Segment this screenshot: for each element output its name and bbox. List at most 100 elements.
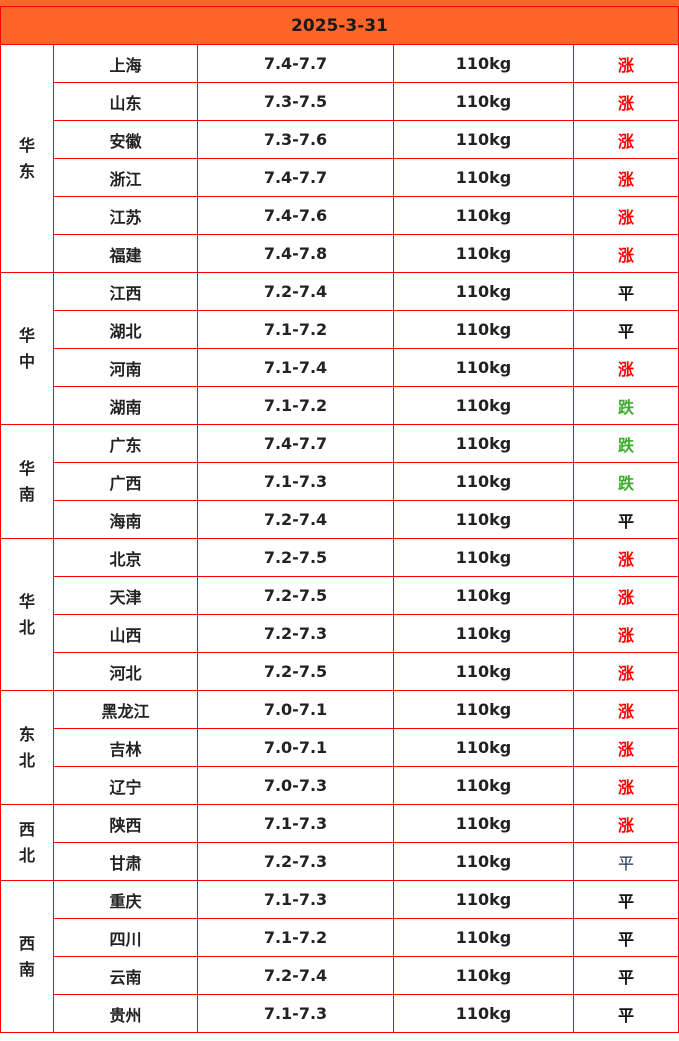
weight-cell: 110kg bbox=[393, 158, 574, 197]
price-cell: 7.2-7.3 bbox=[197, 614, 394, 653]
weight-cell: 110kg bbox=[393, 120, 574, 159]
province-cell: 安徽 bbox=[53, 120, 198, 159]
table-row: 云南 7.2-7.4 110kg 平 bbox=[1, 956, 679, 995]
price-cell: 7.1-7.4 bbox=[197, 348, 394, 387]
price-cell: 7.4-7.8 bbox=[197, 234, 394, 273]
trend-cell: 平 bbox=[572, 500, 679, 539]
price-cell: 7.1-7.3 bbox=[197, 804, 394, 843]
weight-cell: 110kg bbox=[393, 424, 574, 463]
price-cell: 7.2-7.5 bbox=[197, 538, 394, 577]
trend-cell: 涨 bbox=[572, 576, 679, 615]
province-cell: 福建 bbox=[53, 234, 198, 273]
table-row: 东北黑龙江 7.0-7.1 110kg 涨 bbox=[0, 690, 679, 805]
province-cell: 山东 bbox=[53, 82, 198, 121]
weight-cell: 110kg bbox=[393, 272, 574, 311]
table-row: 海南 7.2-7.4 110kg 平 bbox=[1, 500, 679, 539]
province-cell: 河北 bbox=[53, 652, 198, 691]
trend-cell: 涨 bbox=[572, 158, 679, 197]
price-cell: 7.0-7.3 bbox=[197, 766, 394, 805]
weight-cell: 110kg bbox=[393, 538, 574, 577]
top-bar bbox=[0, 0, 679, 6]
weight-cell: 110kg bbox=[393, 500, 574, 539]
price-cell: 7.1-7.3 bbox=[197, 462, 394, 501]
province-cell: 天津 bbox=[53, 576, 198, 615]
weight-cell: 110kg bbox=[393, 234, 574, 273]
region-cell: 东北 bbox=[0, 690, 54, 805]
weight-cell: 110kg bbox=[393, 728, 574, 767]
weight-cell: 110kg bbox=[393, 386, 574, 425]
region-cell: 华中 bbox=[0, 272, 54, 425]
price-cell: 7.0-7.1 bbox=[197, 728, 394, 767]
table-row: 华南广东 7.4-7.7 110kg 跌 bbox=[0, 424, 679, 539]
province-cell: 江苏 bbox=[53, 196, 198, 235]
province-cell: 北京 bbox=[53, 538, 198, 577]
province-cell: 上海 bbox=[53, 44, 198, 83]
province-cell: 黑龙江 bbox=[53, 690, 198, 729]
table-row: 贵州 7.1-7.3 110kg 平 bbox=[1, 994, 679, 1033]
trend-cell: 平 bbox=[572, 310, 679, 349]
trend-cell: 涨 bbox=[572, 728, 679, 767]
trend-cell: 涨 bbox=[572, 652, 679, 691]
trend-cell: 平 bbox=[572, 842, 679, 881]
weight-cell: 110kg bbox=[393, 994, 574, 1033]
weight-cell: 110kg bbox=[393, 614, 574, 653]
table-row: 山东 7.3-7.5 110kg 涨 bbox=[1, 82, 679, 121]
weight-cell: 110kg bbox=[393, 348, 574, 387]
trend-cell: 涨 bbox=[572, 196, 679, 235]
header-row: 2025-3-31 bbox=[0, 6, 679, 45]
weight-cell: 110kg bbox=[393, 576, 574, 615]
weight-cell: 110kg bbox=[393, 880, 574, 919]
table-row: 河南 7.1-7.4 110kg 涨 bbox=[1, 348, 679, 387]
trend-cell: 涨 bbox=[572, 348, 679, 387]
province-cell: 吉林 bbox=[53, 728, 198, 767]
table-row: 吉林 7.0-7.1 110kg 涨 bbox=[1, 728, 679, 767]
price-cell: 7.2-7.5 bbox=[197, 576, 394, 615]
trend-cell: 涨 bbox=[572, 234, 679, 273]
table-row: 华中江西 7.2-7.4 110kg 平 bbox=[0, 272, 679, 425]
province-cell: 浙江 bbox=[53, 158, 198, 197]
table-row: 河北 7.2-7.5 110kg 涨 bbox=[1, 652, 679, 691]
price-cell: 7.2-7.4 bbox=[197, 500, 394, 539]
table-row: 安徽 7.3-7.6 110kg 涨 bbox=[1, 120, 679, 159]
price-cell: 7.1-7.3 bbox=[197, 994, 394, 1033]
table-row: 西北陕西 7.1-7.3 110kg 涨 bbox=[0, 804, 679, 881]
price-cell: 7.1-7.2 bbox=[197, 310, 394, 349]
trend-cell: 平 bbox=[572, 918, 679, 957]
weight-cell: 110kg bbox=[393, 690, 574, 729]
province-cell: 河南 bbox=[53, 348, 198, 387]
trend-cell: 平 bbox=[572, 272, 679, 311]
province-cell: 广东 bbox=[53, 424, 198, 463]
trend-cell: 跌 bbox=[572, 424, 679, 463]
price-cell: 7.2-7.4 bbox=[197, 956, 394, 995]
trend-cell: 涨 bbox=[572, 614, 679, 653]
date-header: 2025-3-31 bbox=[0, 6, 679, 45]
price-cell: 7.2-7.3 bbox=[197, 842, 394, 881]
trend-cell: 涨 bbox=[572, 82, 679, 121]
region-cell: 华东 bbox=[0, 44, 54, 273]
table-row: 华东上海 7.4-7.7 110kg 涨 bbox=[0, 44, 679, 273]
province-cell: 甘肃 bbox=[53, 842, 198, 881]
trend-cell: 涨 bbox=[572, 120, 679, 159]
trend-cell: 涨 bbox=[572, 804, 679, 843]
trend-cell: 平 bbox=[572, 956, 679, 995]
price-cell: 7.1-7.2 bbox=[197, 918, 394, 957]
province-cell: 贵州 bbox=[53, 994, 198, 1033]
weight-cell: 110kg bbox=[393, 196, 574, 235]
table-row: 浙江 7.4-7.7 110kg 涨 bbox=[1, 158, 679, 197]
province-cell: 江西 bbox=[53, 272, 198, 311]
price-cell: 7.1-7.3 bbox=[197, 880, 394, 919]
trend-cell: 涨 bbox=[572, 538, 679, 577]
weight-cell: 110kg bbox=[393, 804, 574, 843]
weight-cell: 110kg bbox=[393, 842, 574, 881]
weight-cell: 110kg bbox=[393, 310, 574, 349]
weight-cell: 110kg bbox=[393, 82, 574, 121]
price-cell: 7.4-7.7 bbox=[197, 424, 394, 463]
trend-cell: 涨 bbox=[572, 690, 679, 729]
price-cell: 7.1-7.2 bbox=[197, 386, 394, 425]
trend-cell: 跌 bbox=[572, 462, 679, 501]
table-row: 甘肃 7.2-7.3 110kg 平 bbox=[1, 842, 679, 881]
region-cell: 西北 bbox=[0, 804, 54, 881]
weight-cell: 110kg bbox=[393, 918, 574, 957]
price-cell: 7.4-7.7 bbox=[197, 44, 394, 83]
province-cell: 广西 bbox=[53, 462, 198, 501]
